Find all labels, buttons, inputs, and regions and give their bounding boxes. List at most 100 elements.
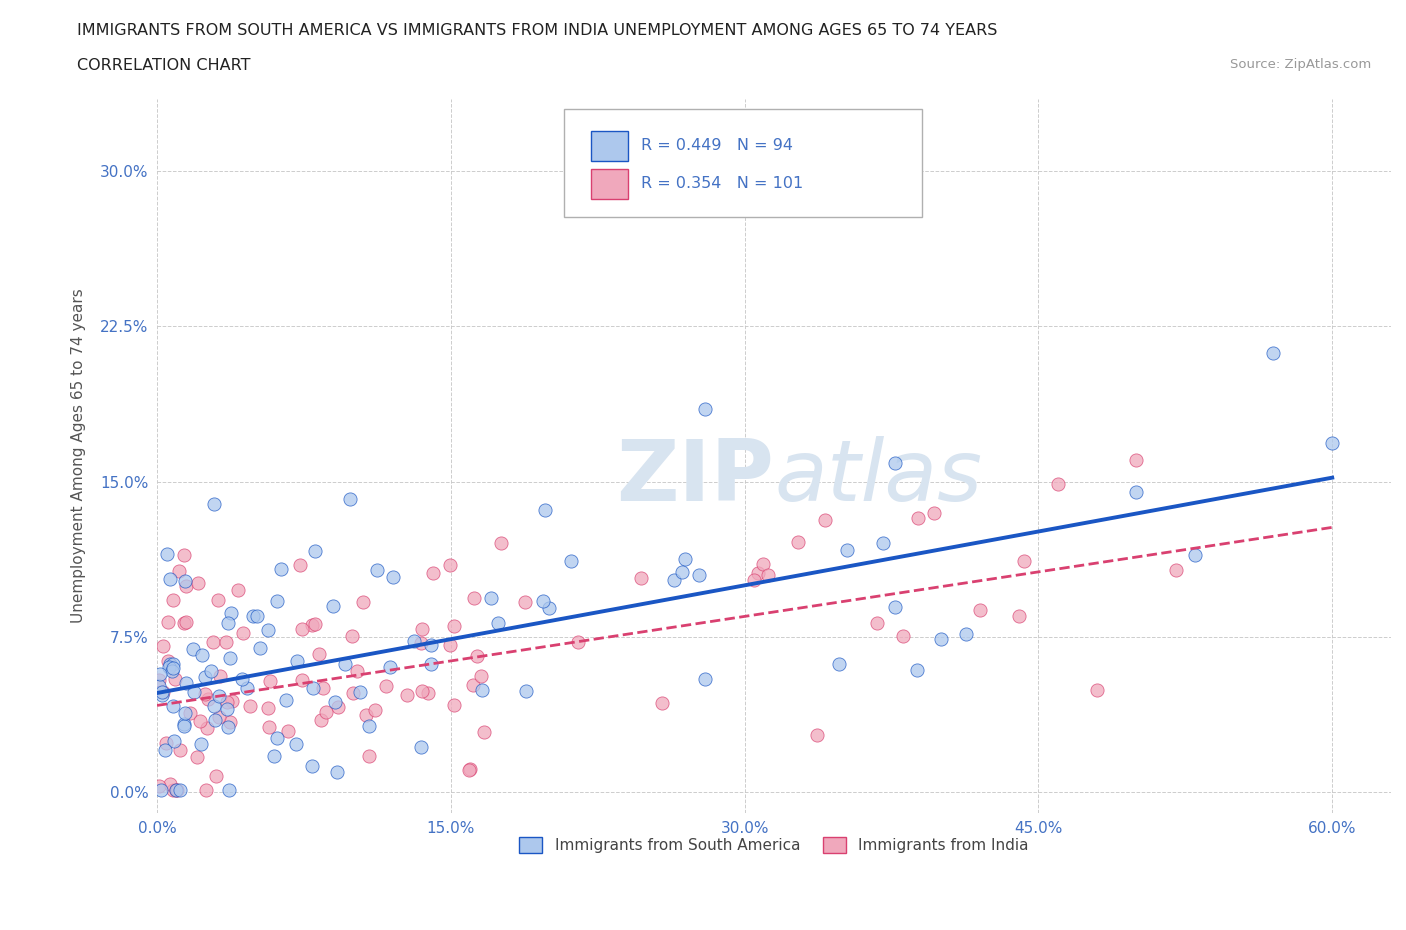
Point: [165, 671, 187, 686]
Point: [381, 570, 404, 585]
Point: [204, 712, 226, 727]
Point: [288, 558, 311, 573]
Point: [169, 742, 191, 757]
Point: [174, 614, 197, 629]
Point: [486, 616, 509, 631]
Point: [969, 603, 991, 618]
Point: [153, 742, 176, 757]
Point: [239, 698, 262, 713]
Point: [162, 698, 184, 713]
Point: [149, 783, 172, 798]
Point: [156, 654, 179, 669]
Point: [276, 692, 298, 707]
Point: [515, 594, 537, 609]
Point: [208, 688, 231, 703]
Point: [270, 561, 292, 576]
Point: [150, 684, 173, 699]
Text: R = 0.449   N = 94: R = 0.449 N = 94: [641, 139, 793, 153]
Point: [148, 672, 170, 687]
Point: [195, 721, 218, 736]
Point: [301, 759, 323, 774]
Point: [183, 684, 205, 699]
Point: [404, 633, 426, 648]
Point: [174, 705, 197, 720]
Point: [457, 762, 479, 777]
Point: [471, 683, 494, 698]
Point: [835, 542, 858, 557]
Point: [311, 712, 333, 727]
Point: [266, 593, 288, 608]
Point: [364, 703, 387, 718]
Text: Source: ZipAtlas.com: Source: ZipAtlas.com: [1230, 58, 1371, 71]
Point: [159, 572, 181, 587]
Bar: [592, 131, 628, 161]
Point: [326, 764, 349, 779]
Point: [257, 719, 280, 734]
Point: [395, 687, 418, 702]
Point: [263, 749, 285, 764]
Point: [291, 621, 314, 636]
Point: [322, 599, 344, 614]
Point: [515, 684, 537, 698]
Point: [359, 749, 381, 764]
Point: [173, 616, 195, 631]
Point: [197, 692, 219, 707]
Text: R = 0.354   N = 101: R = 0.354 N = 101: [641, 176, 803, 192]
Point: [165, 783, 187, 798]
Point: [179, 706, 201, 721]
Point: [159, 777, 181, 791]
Point: [162, 661, 184, 676]
Point: [1322, 436, 1344, 451]
Point: [187, 576, 209, 591]
Point: [190, 736, 212, 751]
Point: [277, 724, 299, 738]
Point: [174, 573, 197, 588]
Text: IMMIGRANTS FROM SOUTH AMERICA VS IMMIGRANTS FROM INDIA UNEMPLOYMENT AMONG AGES 6: IMMIGRANTS FROM SOUTH AMERICA VS IMMIGRA…: [77, 23, 998, 38]
Point: [409, 739, 432, 754]
Point: [671, 565, 693, 579]
Point: [148, 679, 170, 694]
Point: [217, 615, 239, 630]
Point: [173, 548, 195, 563]
Point: [489, 536, 512, 551]
Point: [160, 664, 183, 679]
Point: [531, 593, 554, 608]
Point: [354, 708, 377, 723]
Point: [411, 622, 433, 637]
Point: [266, 730, 288, 745]
Point: [257, 623, 280, 638]
Point: [374, 678, 396, 693]
Point: [215, 634, 238, 649]
Point: [1012, 554, 1035, 569]
Point: [188, 713, 211, 728]
Point: [340, 629, 363, 644]
Point: [1263, 346, 1285, 361]
Point: [152, 684, 174, 699]
Point: [422, 565, 444, 580]
Point: [884, 456, 907, 471]
Point: [1184, 547, 1206, 562]
Legend: Immigrants from South America, Immigrants from India: Immigrants from South America, Immigrant…: [513, 830, 1035, 859]
Point: [169, 564, 191, 578]
Point: [884, 600, 907, 615]
Text: atlas: atlas: [773, 436, 981, 519]
Point: [231, 671, 253, 686]
Point: [409, 635, 432, 650]
Point: [787, 535, 810, 550]
Point: [806, 728, 828, 743]
Point: [1046, 477, 1069, 492]
Point: [460, 762, 482, 777]
Point: [560, 553, 582, 568]
Point: [191, 648, 214, 663]
Point: [156, 547, 179, 562]
Point: [814, 512, 837, 527]
Point: [339, 491, 361, 506]
Point: [245, 608, 267, 623]
Point: [419, 638, 441, 653]
Point: [349, 684, 371, 699]
Point: [148, 778, 170, 793]
Point: [173, 717, 195, 732]
Point: [159, 657, 181, 671]
Point: [828, 657, 851, 671]
Point: [662, 573, 685, 588]
